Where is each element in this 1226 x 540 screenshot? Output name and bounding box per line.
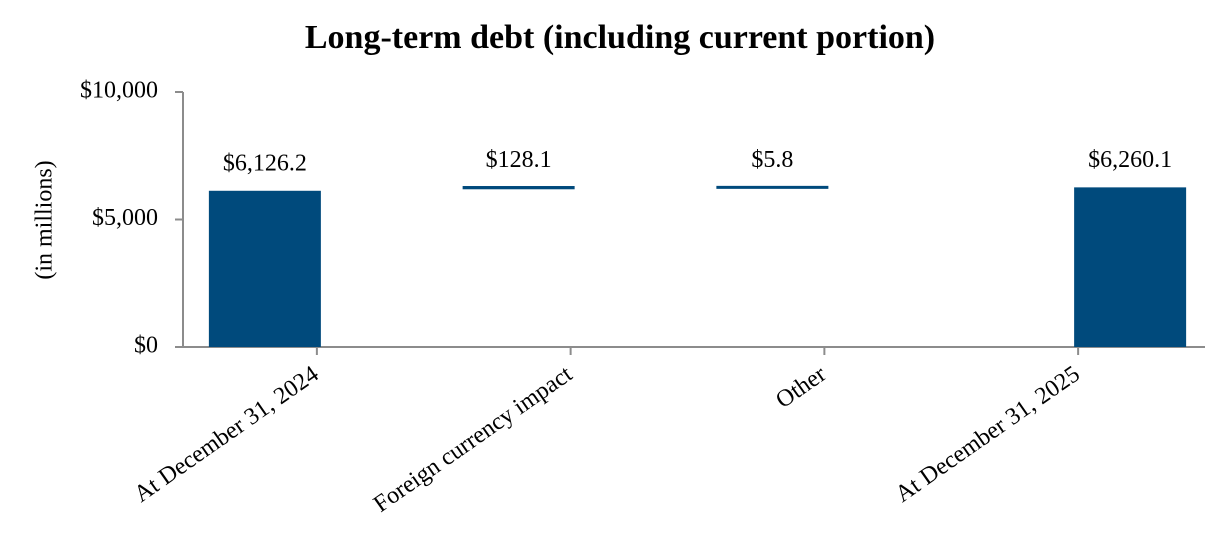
x-tick-label: At December 31, 2024 bbox=[129, 361, 323, 508]
value-label: $5.8 bbox=[751, 147, 793, 173]
y-tick-label: $0 bbox=[134, 333, 158, 359]
y-tick-label: $10,000 bbox=[80, 78, 158, 104]
x-tick-label: Other bbox=[771, 361, 831, 414]
y-axis-label: (in millions) bbox=[32, 160, 58, 279]
bar bbox=[462, 186, 575, 190]
x-tick-label: At December 31, 2025 bbox=[891, 361, 1085, 508]
bar bbox=[1074, 187, 1187, 347]
value-label: $6,260.1 bbox=[1088, 147, 1172, 173]
value-label: $128.1 bbox=[486, 147, 552, 173]
bar bbox=[208, 190, 321, 347]
y-tick-label: $5,000 bbox=[92, 205, 158, 231]
bar bbox=[716, 185, 829, 189]
value-label: $6,126.2 bbox=[223, 150, 307, 176]
chart-title: Long-term debt (including current portio… bbox=[305, 19, 935, 56]
x-tick-label: Foreign currency impact bbox=[369, 361, 577, 518]
